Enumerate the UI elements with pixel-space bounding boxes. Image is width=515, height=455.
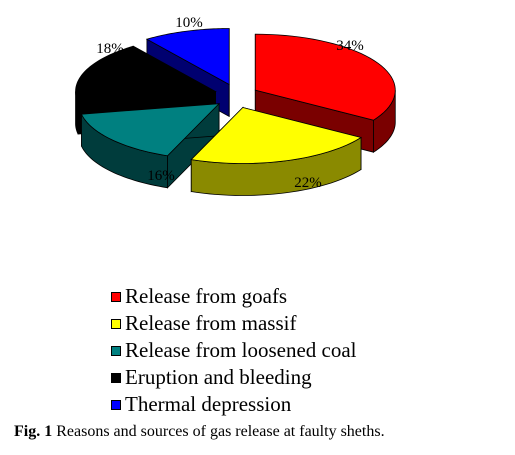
- legend-label: Release from loosened coal: [125, 338, 357, 362]
- legend-swatch: [111, 399, 121, 410]
- legend-label: Thermal depression: [125, 392, 292, 416]
- chart-legend: Release from goafs Release from massif R…: [111, 283, 357, 418]
- figure-caption: Fig. 1 Reasons and sources of gas releas…: [14, 423, 385, 441]
- figure-number: Fig. 1: [14, 423, 53, 440]
- pie-slices: [75, 28, 396, 196]
- legend-swatch: [111, 345, 121, 356]
- legend-swatch: [111, 318, 121, 329]
- data-label-release-from-loosened-coal: 16%: [147, 168, 175, 184]
- slice-top-face: [190, 107, 363, 164]
- legend-item-thermal-depression: Thermal depression: [111, 391, 357, 418]
- slice-top-face: [80, 103, 221, 157]
- data-label-eruption-and-bleeding: 18%: [96, 41, 124, 57]
- legend-label: Release from goafs: [125, 284, 288, 308]
- legend-label: Release from massif: [125, 311, 297, 335]
- pie-slice-release-from-goafs: [254, 33, 396, 153]
- slice-top-face: [75, 45, 217, 103]
- slice-top-face: [254, 33, 396, 121]
- legend-swatch: [111, 291, 121, 302]
- legend-label: Eruption and bleeding: [125, 365, 312, 389]
- legend-item-release-from-massif: Release from massif: [111, 310, 357, 337]
- figure-caption-text: Reasons and sources of gas release at fa…: [56, 423, 385, 440]
- legend-item-release-from-goafs: Release from goafs: [111, 283, 357, 310]
- data-label-release-from-goafs: 34%: [336, 38, 364, 54]
- pie-slice-release-from-loosened-coal: [80, 102, 221, 189]
- legend-swatch: [111, 372, 121, 383]
- data-label-thermal-depression: 10%: [175, 15, 203, 31]
- data-label-release-from-massif: 22%: [294, 175, 322, 191]
- slice-top-face: [145, 28, 230, 86]
- pie-data-labels: 34% 22% 16% 18% 10%: [96, 15, 364, 191]
- legend-item-release-from-loosened-coal: Release from loosened coal: [111, 337, 357, 364]
- legend-item-eruption-and-bleeding: Eruption and bleeding: [111, 364, 357, 391]
- pie-slice-release-from-massif: [190, 106, 363, 196]
